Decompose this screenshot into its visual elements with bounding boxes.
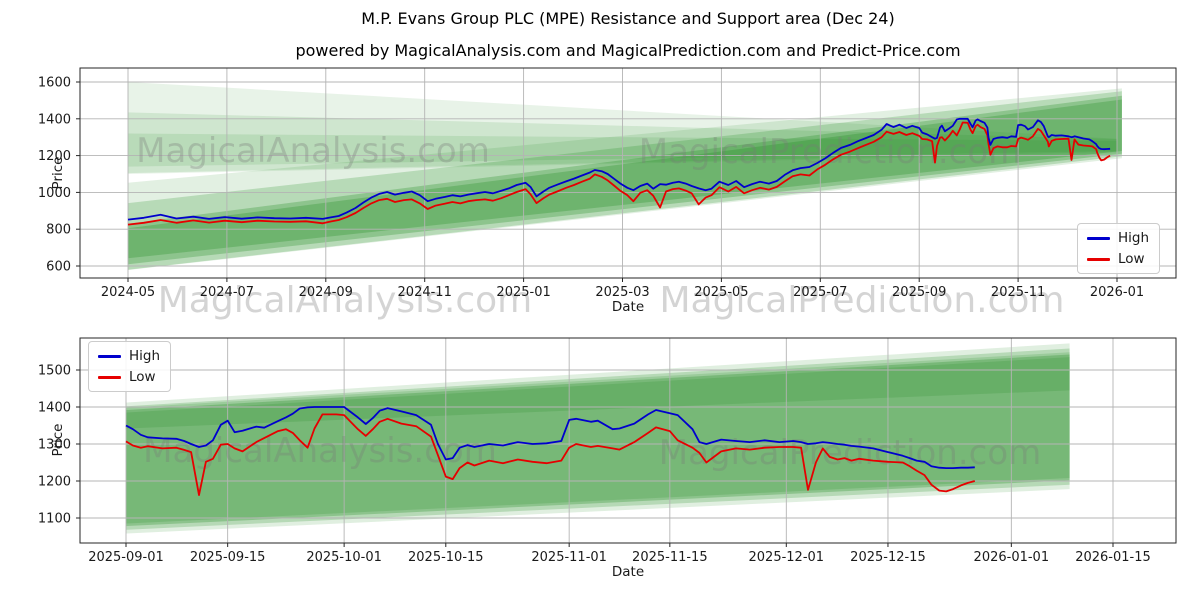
x-tick-label: 2025-01 xyxy=(496,285,550,300)
forecast-channel xyxy=(126,354,1070,527)
y-tick-label: 1000 xyxy=(38,186,71,201)
high-line-swatch xyxy=(98,354,121,358)
low-line-swatch xyxy=(1087,257,1110,261)
y-tick-label: 1200 xyxy=(38,475,71,490)
forecast-channel xyxy=(126,343,1070,534)
watermark-text: MagicalAnalysis.com xyxy=(158,280,532,321)
support-fan xyxy=(128,88,1122,271)
y-tick-label: 1400 xyxy=(38,401,71,416)
x-tick-label: 2025-11-15 xyxy=(632,550,708,565)
x-tick-label: 2024-11 xyxy=(398,285,452,300)
legend-item-low: Low xyxy=(1087,251,1149,267)
high-line-swatch xyxy=(1087,236,1110,240)
x-tick-label: 2026-01-15 xyxy=(1075,550,1151,565)
legend-item-high: High xyxy=(1087,230,1149,246)
x-tick-label: 2024-09 xyxy=(299,285,353,300)
legend-label: High xyxy=(129,348,161,364)
x-tick-label: 2026-01-01 xyxy=(974,550,1050,565)
support-fan xyxy=(128,95,1122,265)
x-tick-label: 2025-05 xyxy=(694,285,748,300)
forecast-channel xyxy=(126,357,1070,524)
legend-item-low: Low xyxy=(98,369,160,385)
x-tick-label: 2024-05 xyxy=(101,285,155,300)
watermark-text: MagicalPrediction.com xyxy=(660,280,1065,321)
legend-bottom-chart: High Low xyxy=(88,341,172,392)
watermark-text: MagicalPrediction.com xyxy=(639,132,1022,172)
x-tick-label: 2025-10-15 xyxy=(408,550,484,565)
legend-top-chart: High Low xyxy=(1077,223,1161,274)
low-price-line xyxy=(127,121,1111,226)
y-tick-label: 1400 xyxy=(38,112,71,127)
y-tick-label: 1600 xyxy=(38,76,71,91)
figure-title: M.P. Evans Group PLC (MPE) Resistance an… xyxy=(361,9,895,28)
x-tick-label: 2025-12-01 xyxy=(749,550,825,565)
low-price-line xyxy=(125,413,976,497)
x-tick-label: 2025-09 xyxy=(892,285,946,300)
high-price-line xyxy=(127,117,1111,221)
y-tick-label: 1200 xyxy=(38,149,71,164)
high-price-line xyxy=(125,406,975,470)
x-tick-label: 2025-09-01 xyxy=(88,550,164,565)
legend-item-high: High xyxy=(98,348,160,364)
figure-subtitle: powered by MagicalAnalysis.com and Magic… xyxy=(295,41,961,60)
y-tick-label: 600 xyxy=(46,260,71,275)
x-axis-label-bottom: Date xyxy=(611,564,645,580)
watermark-text: MagicalAnalysis.com xyxy=(136,131,490,171)
x-tick-label: 2024-07 xyxy=(200,285,254,300)
axes-frame xyxy=(79,67,1177,279)
x-tick-label: 2025-09-15 xyxy=(190,550,266,565)
watermark-text: MagicalPrediction.com xyxy=(659,433,1042,473)
y-axis-label-bottom: Price xyxy=(50,423,66,457)
y-tick-label: 1100 xyxy=(38,512,71,527)
legend-label: Low xyxy=(1118,251,1145,267)
watermark-text: MagicalAnalysis.com xyxy=(143,431,497,471)
axes-frame xyxy=(79,337,1177,544)
x-tick-label: 2025-10-01 xyxy=(306,550,382,565)
y-axis-label-top: Price xyxy=(50,156,66,190)
x-axis-label-top: Date xyxy=(611,299,645,315)
y-tick-label: 1500 xyxy=(38,364,71,379)
x-tick-label: 2025-11 xyxy=(991,285,1045,300)
x-tick-label: 2025-12-15 xyxy=(850,550,926,565)
forecast-channel xyxy=(126,348,1070,530)
x-tick-label: 2025-11-01 xyxy=(531,550,607,565)
legend-label: Low xyxy=(129,369,156,385)
low-line-swatch xyxy=(98,375,121,379)
forecast-channel-strip xyxy=(126,352,1070,429)
x-tick-label: 2026-01 xyxy=(1090,285,1144,300)
x-tick-label: 2025-03 xyxy=(595,285,649,300)
y-tick-label: 800 xyxy=(46,223,71,238)
x-tick-label: 2025-07 xyxy=(793,285,847,300)
legend-label: High xyxy=(1118,230,1150,246)
y-tick-label: 1300 xyxy=(38,438,71,453)
support-fan xyxy=(128,99,1122,259)
